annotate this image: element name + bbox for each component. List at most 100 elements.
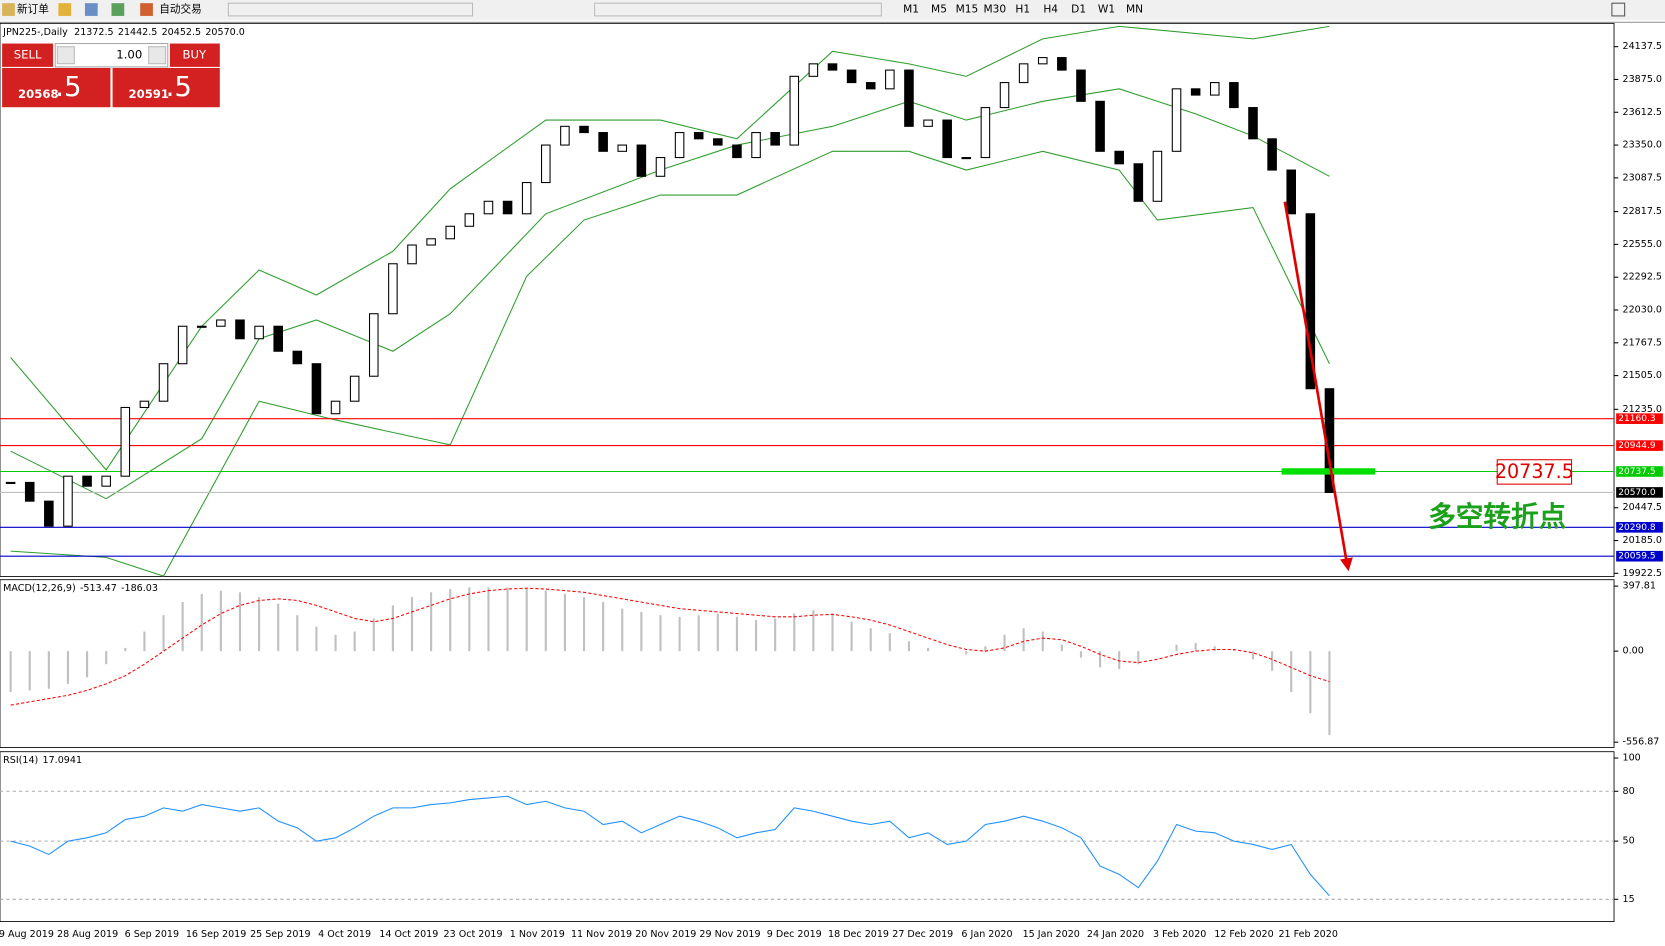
candle (311, 363, 322, 415)
x-tick-label: 3 Feb 2020 (1153, 929, 1206, 940)
candle (349, 375, 360, 402)
candle (1018, 63, 1029, 84)
bid-fraction[interactable]: .5 (55, 70, 81, 103)
candle (388, 263, 398, 315)
trend-arrow (1283, 201, 1348, 561)
level-label: 20570.0 (1618, 488, 1656, 498)
x-tick-label: 25 Sep 2019 (250, 929, 311, 940)
main-panel (0, 22, 1615, 577)
buy-button[interactable] (169, 43, 220, 67)
y-tick-label: 23875.0 (1623, 74, 1662, 85)
level-box (1616, 487, 1663, 498)
level-box (1616, 522, 1663, 533)
candle (330, 400, 341, 415)
candle (1133, 163, 1144, 202)
y-tick-label: -556.87 (1623, 737, 1660, 748)
lot-field[interactable] (54, 43, 169, 68)
candle (674, 132, 685, 159)
ohlc: 20452.5 (162, 26, 201, 37)
candle (1037, 57, 1048, 65)
candle (732, 144, 742, 159)
timeframe[interactable]: H1 (1015, 3, 1030, 16)
x-tick-label: 23 Oct 2019 (444, 929, 503, 940)
new-order-icon[interactable] (2, 3, 15, 16)
bid-box[interactable] (2, 67, 111, 108)
lot-spinner[interactable] (56, 46, 75, 65)
y-tick-label: 100 (1623, 753, 1641, 764)
candle (368, 313, 379, 377)
sell-button[interactable] (2, 43, 54, 67)
candle (1152, 150, 1163, 202)
candle (999, 82, 1010, 109)
candle (273, 325, 283, 352)
tool-icon[interactable] (111, 3, 125, 16)
ask-fraction[interactable]: .5 (166, 70, 192, 103)
candle (693, 132, 704, 140)
bid-price[interactable]: 20568 (18, 87, 59, 101)
x-tick-label: 9 Dec 2019 (767, 929, 822, 940)
y-tick-label: 21235.0 (1623, 404, 1662, 415)
timeframe[interactable]: W1 (1098, 3, 1115, 16)
ask-price[interactable]: 20591 (128, 87, 169, 101)
timeframe[interactable]: MN (1126, 3, 1143, 16)
timeframe[interactable]: D1 (1071, 3, 1086, 16)
candle (751, 132, 761, 159)
candle (426, 238, 436, 246)
candle (407, 244, 417, 265)
candle (254, 325, 264, 340)
chart-tools[interactable] (227, 2, 474, 17)
x-tick-label: 24 Jan 2020 (1087, 929, 1144, 940)
sell-label[interactable]: SELL (14, 48, 42, 62)
timeframe[interactable]: M1 (903, 3, 919, 16)
ask-box[interactable] (112, 67, 220, 108)
draw-tools[interactable] (594, 2, 882, 17)
level-label: 20290.8 (1618, 523, 1656, 533)
signal-line (10, 587, 1330, 706)
y-tick-label: 20185.0 (1623, 535, 1662, 546)
rsi-value: 17.0941 (43, 755, 82, 766)
candle (1095, 100, 1105, 152)
rsi-title: RSI(14) (3, 755, 38, 766)
y-tick-label: 22817.5 (1623, 206, 1662, 217)
candle (82, 475, 92, 487)
candle (1190, 88, 1201, 96)
signal-value: -186.03 (121, 583, 158, 594)
tool-icon[interactable] (58, 3, 72, 16)
price-flag (1496, 459, 1573, 485)
buy-label[interactable]: BUY (182, 48, 207, 62)
candle (216, 319, 226, 327)
x-tick-label: 6 Sep 2019 (125, 929, 179, 940)
y-tick-label: 15 (1623, 894, 1635, 905)
candle (904, 69, 914, 127)
candle (235, 319, 245, 340)
auto-trading[interactable]: 自动交易 (159, 3, 201, 16)
arrow-head (1340, 557, 1353, 572)
timeframe[interactable]: M30 (984, 3, 1007, 16)
y-tick-label: 22292.5 (1623, 272, 1662, 283)
lot-spinner[interactable] (148, 46, 167, 65)
level-box (1616, 466, 1663, 477)
x-tick-label: 12 Feb 2020 (1214, 929, 1273, 940)
ohlc: 20570.0 (205, 26, 244, 37)
y-tick-label: 22030.0 (1623, 304, 1662, 315)
y-tick-label: 21767.5 (1623, 337, 1662, 348)
x-tick-label: 6 Jan 2020 (961, 929, 1012, 940)
rsi-header: RSI(14) 17.0941 (3, 755, 82, 766)
candle (483, 200, 494, 215)
timeframe[interactable]: H4 (1043, 3, 1058, 16)
timeframe[interactable]: M15 (956, 3, 979, 16)
candle (980, 107, 991, 159)
auto-trading-icon[interactable] (140, 3, 153, 16)
lot-value[interactable]: 1.00 (116, 48, 142, 62)
new-order[interactable]: 新订单 (17, 3, 49, 16)
x-tick-label: 20 Nov 2019 (635, 929, 696, 940)
level-label: 20944.9 (1618, 441, 1656, 451)
search-icon[interactable] (1611, 2, 1626, 17)
candle (942, 119, 952, 159)
timeframe[interactable]: M5 (931, 3, 947, 16)
candle (5, 481, 16, 485)
candle (713, 138, 723, 146)
level-box (1616, 440, 1663, 451)
tool-icon[interactable] (84, 3, 98, 16)
